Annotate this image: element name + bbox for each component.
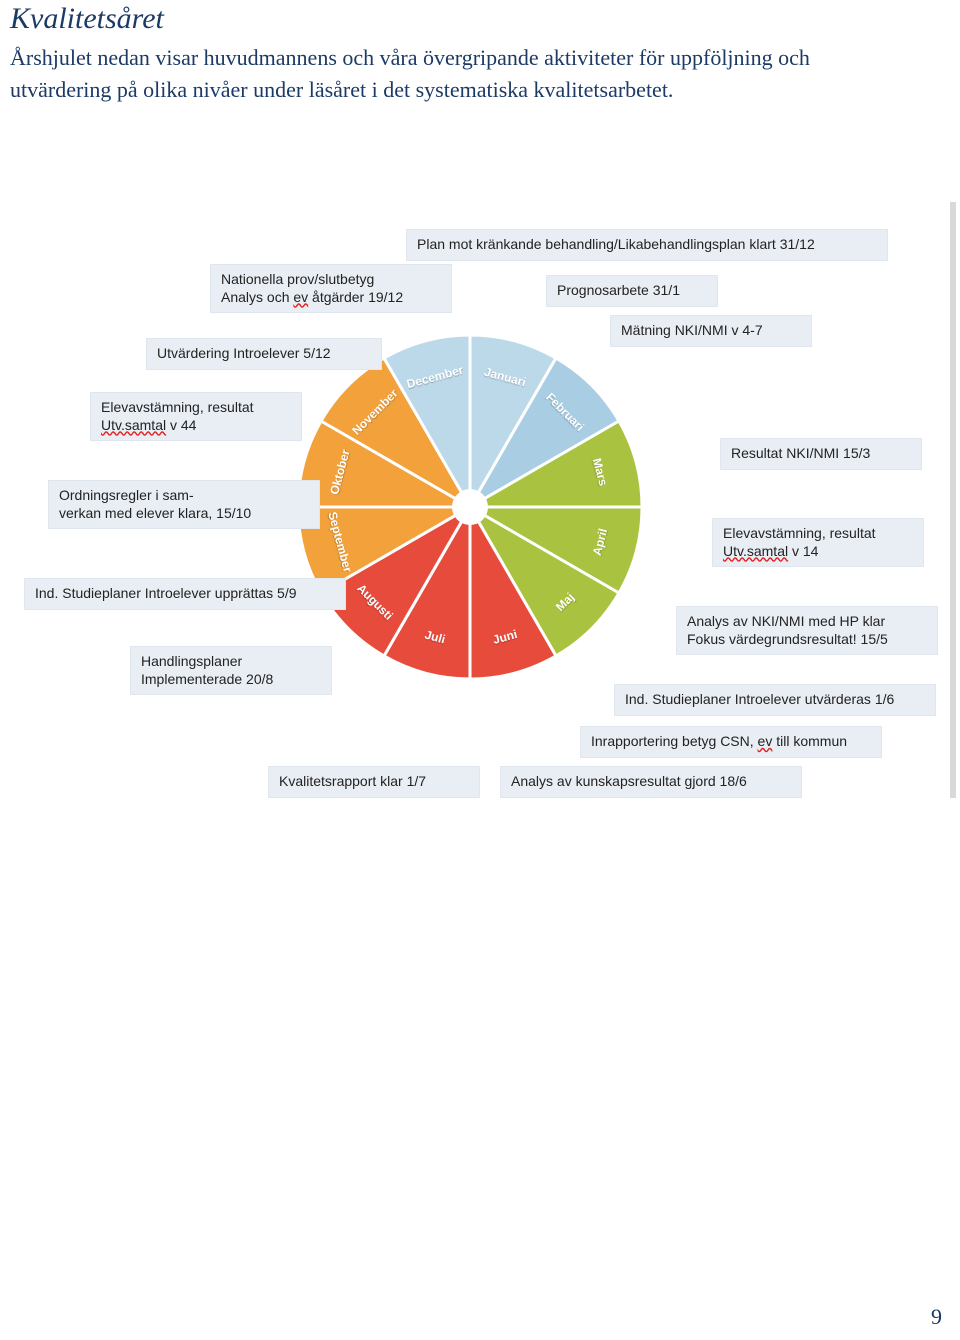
activity-label-elev-v44: Elevavstämning, resultatUtv.samtal v 44	[90, 392, 302, 441]
page-title: Kvalitetsåret	[10, 2, 950, 36]
activity-label-np-analys: Nationella prov/slutbetygAnalys och ev å…	[210, 264, 452, 313]
activity-label-nki-analys: Analys av NKI/NMI med HP klar Fokus värd…	[676, 606, 938, 655]
page-number: 9	[931, 1304, 942, 1330]
activity-label-inrapp-csn: Inrapportering betyg CSN, ev till kommun	[580, 726, 882, 758]
activity-label-handlingsplaner: Handlingsplaner Implementerade 20/8	[130, 646, 332, 695]
activity-label-isp-upprattas: Ind. Studieplaner Introelever upprättas …	[24, 578, 346, 610]
year-wheel-diagram: JanuariFebruariMarsAprilMajJuniJuliAugus…	[30, 202, 930, 822]
activity-label-utv-intro: Utvärdering Introelever 5/12	[146, 338, 382, 370]
wheel-hub	[452, 489, 488, 525]
activity-label-plan-krankande: Plan mot kränkande behandling/Likabehand…	[406, 229, 888, 261]
activity-label-analys-kunskap: Analys av kunskapsresultat gjord 18/6	[500, 766, 802, 798]
activity-label-isp-utvarderas: Ind. Studieplaner Introelever utvärderas…	[614, 684, 936, 716]
activity-label-elev-v14: Elevavstämning, resultatUtv.samtal v 14	[712, 518, 924, 567]
activity-label-prognos: Prognosarbete 31/1	[546, 275, 718, 307]
activity-label-kvalitetsrapport: Kvalitetsrapport klar 1/7	[268, 766, 480, 798]
scrollbar-edge	[950, 202, 956, 798]
activity-label-ordningsregler: Ordningsregler i sam- verkan med elever …	[48, 480, 320, 529]
activity-label-resultat-nki: Resultat NKI/NMI 15/3	[720, 438, 922, 470]
intro-paragraph: Årshjulet nedan visar huvudmannens och v…	[10, 42, 890, 106]
activity-label-matning: Mätning NKI/NMI v 4-7	[610, 315, 812, 347]
